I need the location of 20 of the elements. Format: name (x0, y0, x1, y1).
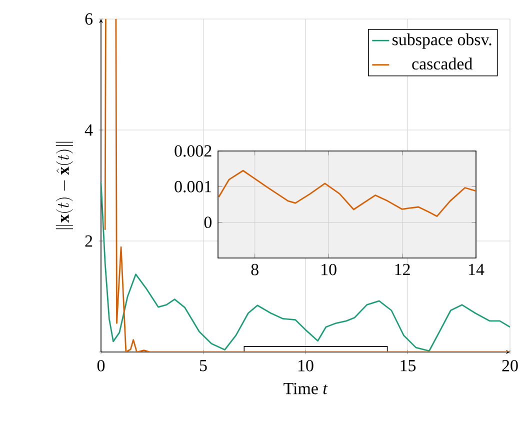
x-tick-label: 20 (502, 360, 518, 372)
line-series (218, 170, 476, 217)
x-tick-label: 10 (322, 264, 336, 276)
y-tick-label: 4 (84, 124, 93, 136)
legend-label: subspace obsv. (392, 33, 492, 49)
y-tick-label: 0.001 (174, 180, 212, 192)
legend-label: cascaded (412, 58, 472, 70)
x-tick-label: 5 (200, 360, 207, 372)
x-tick-label: 10 (298, 360, 314, 372)
y-axis-title: $\|\mathbf{x}(t)-\hat{\mathbf{x}}(t)\|$ (56, 142, 74, 230)
x-tick-label: 15 (400, 360, 416, 372)
x-axis-title: Time t (284, 382, 328, 394)
x-tick-label: 14 (469, 264, 484, 276)
y-tick-label: 2 (85, 235, 92, 247)
x-tick-label: 0 (97, 360, 105, 372)
y-tick-label: 6 (85, 13, 93, 25)
y-tick-label: 0.002 (174, 145, 212, 157)
y-tick-label: 0 (204, 216, 212, 228)
x-tick-label: 8 (251, 264, 258, 276)
x-tick-label: 12 (395, 264, 410, 276)
